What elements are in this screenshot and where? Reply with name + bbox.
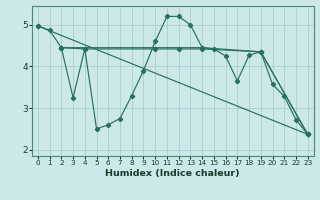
X-axis label: Humidex (Indice chaleur): Humidex (Indice chaleur)	[106, 169, 240, 178]
